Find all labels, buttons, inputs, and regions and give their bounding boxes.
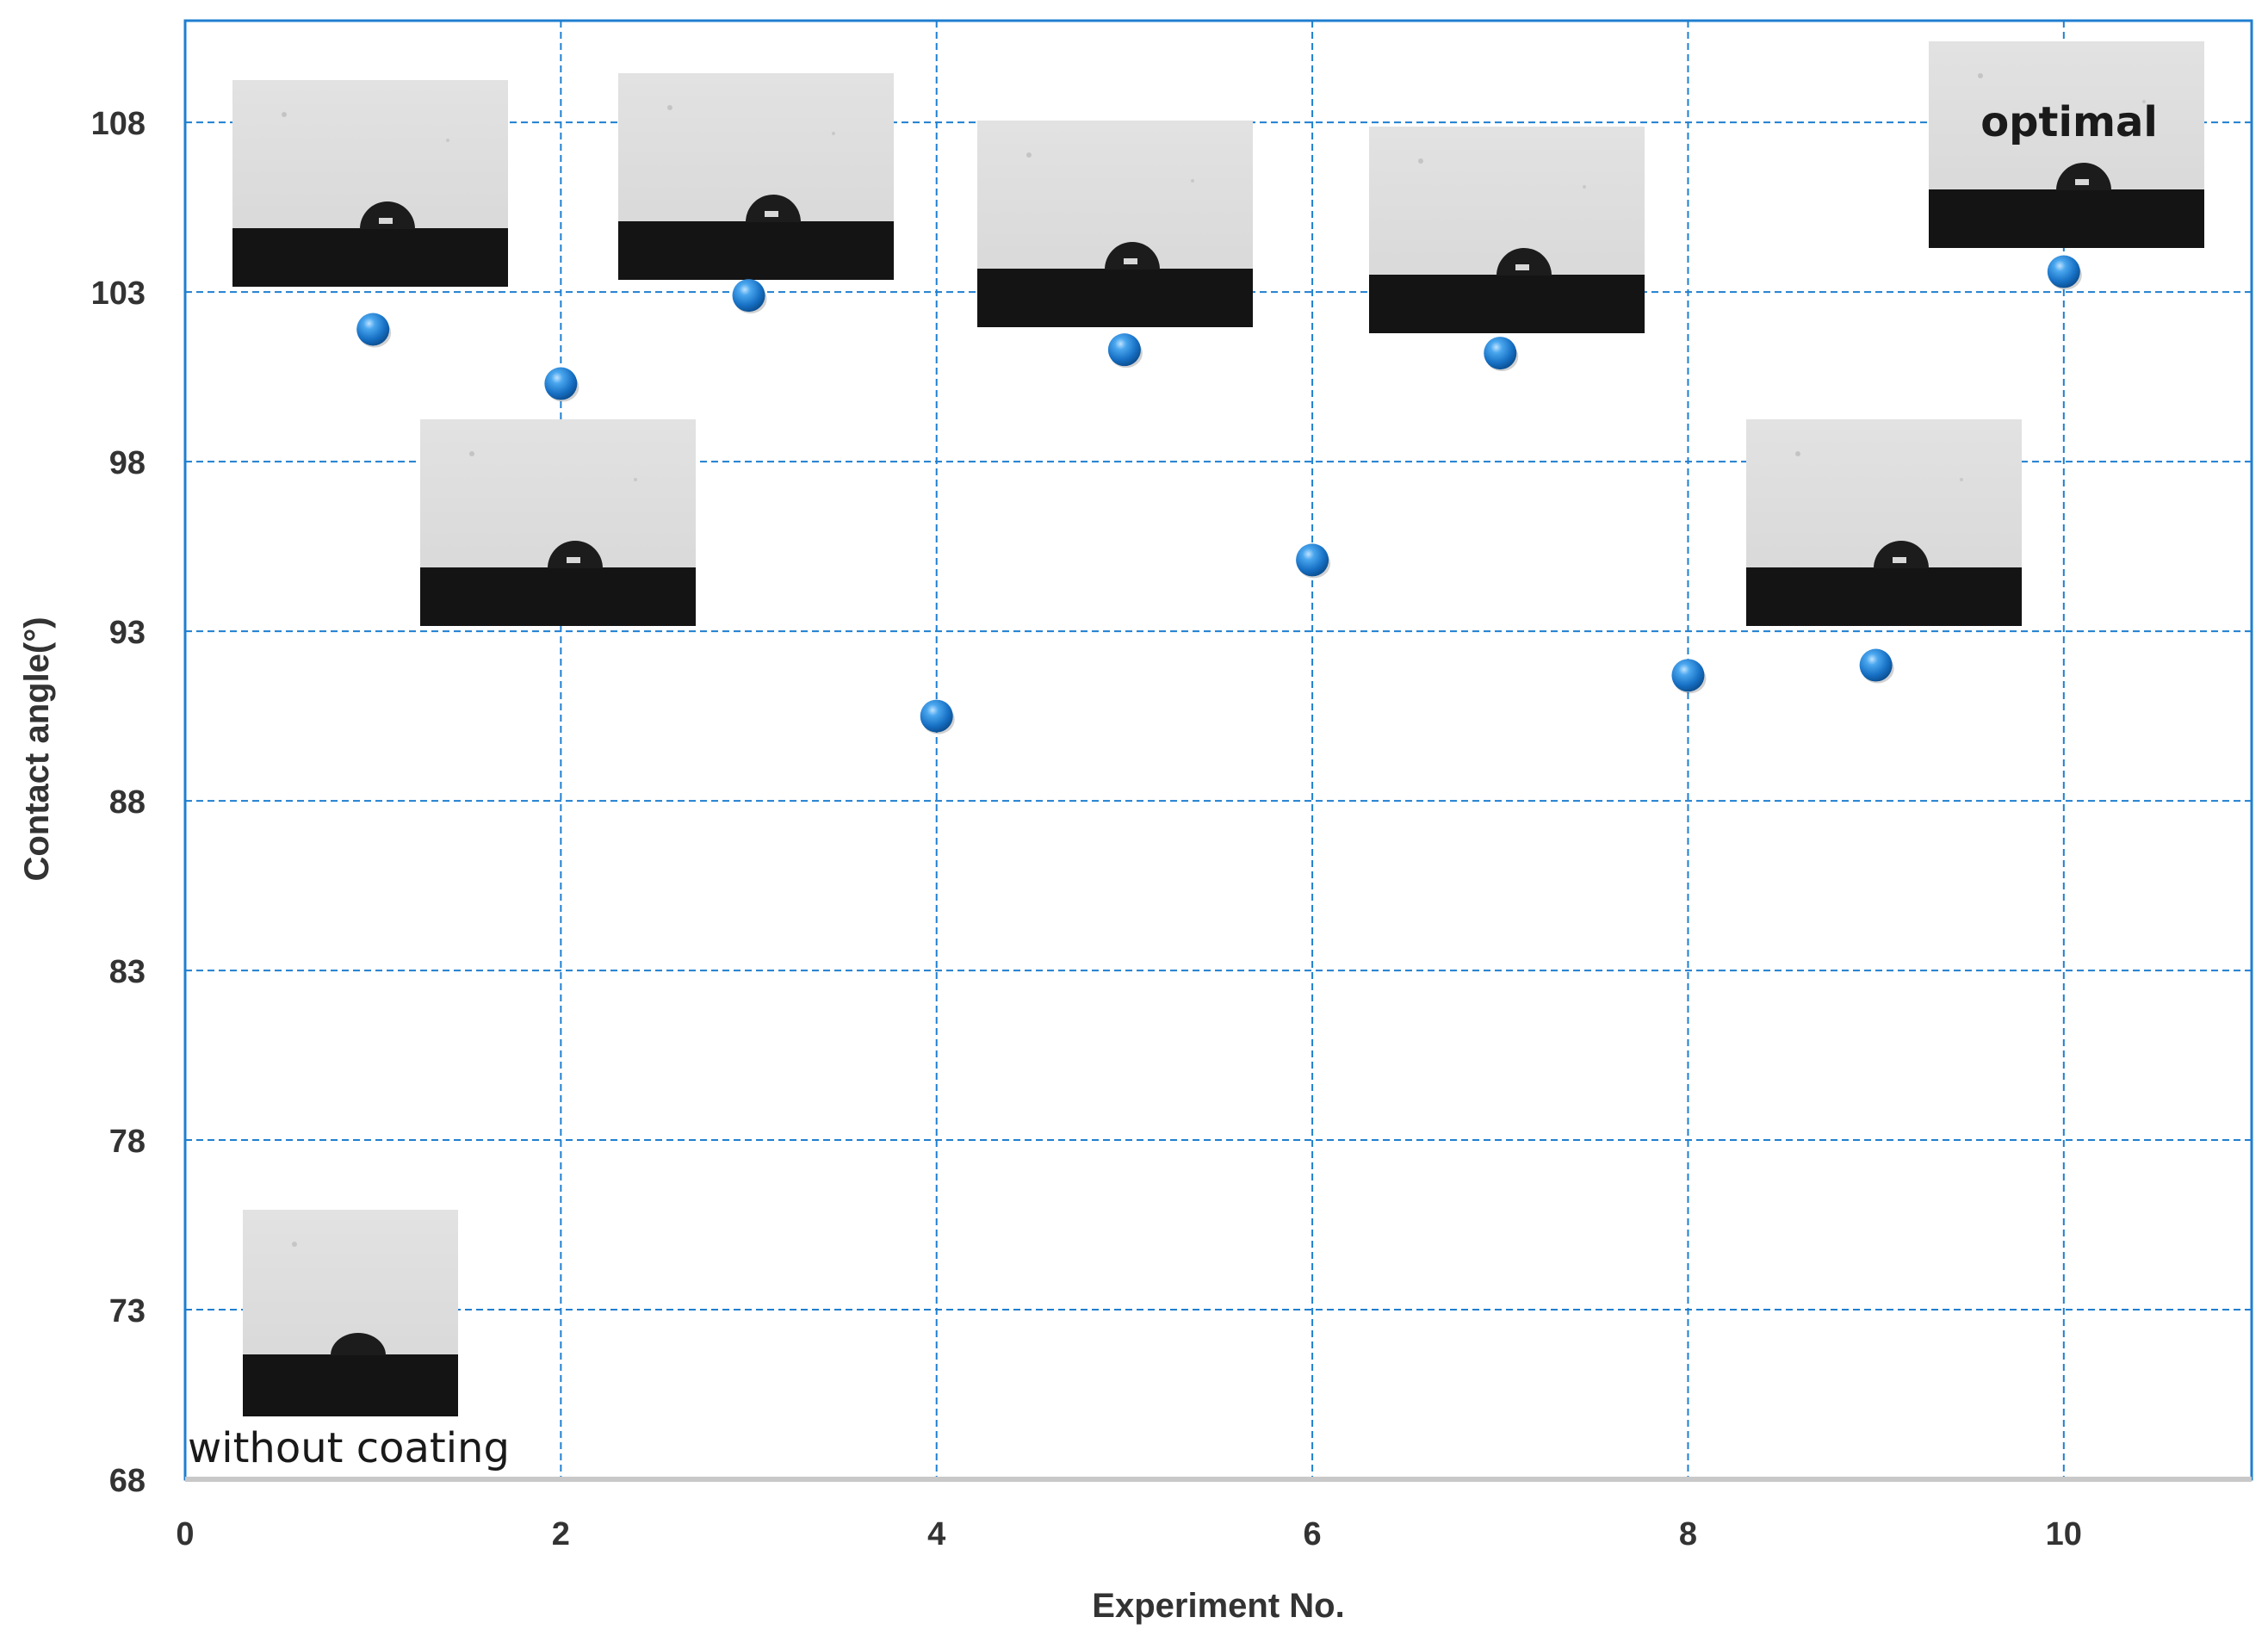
data-point [1859, 648, 1893, 682]
y-tick-label: 98 [109, 445, 146, 481]
data-point [2047, 255, 2080, 288]
droplet-photo-inset-exp3 [618, 73, 894, 280]
droplet-photo-inset-exp7 [1369, 127, 1645, 333]
droplet-photo-inset-uncoated [243, 1210, 458, 1416]
y-tick-label: 83 [109, 954, 146, 990]
y-axis-title: Contact angle(°) [18, 617, 56, 881]
y-tick-label: 73 [109, 1293, 146, 1329]
x-tick-label: 6 [1304, 1516, 1322, 1552]
gridlines [185, 21, 2252, 1479]
droplet-photo-inset-exp2 [420, 419, 696, 626]
annotation-without-coating: without coating [188, 1424, 510, 1472]
x-axis-title: Experiment No. [1092, 1587, 1344, 1625]
droplet-photo-inset-exp9 [1746, 419, 2022, 626]
data-point [732, 279, 765, 313]
y-tick-label: 108 [91, 106, 146, 142]
x-tick-label: 8 [1679, 1516, 1697, 1552]
x-tick-label: 4 [927, 1516, 945, 1552]
annotation-optimal: optimal [1980, 98, 2158, 146]
data-point [1107, 333, 1141, 367]
droplet-photo-inset-exp1 [232, 80, 508, 287]
data-point [544, 367, 578, 400]
y-tick-label: 88 [109, 784, 146, 821]
data-point [356, 313, 390, 346]
droplet-photo-inset-exp5 [977, 121, 1253, 327]
y-tick-label: 93 [109, 615, 146, 651]
data-point [1484, 337, 1517, 370]
data-point [1671, 659, 1705, 692]
x-tick-label: 0 [176, 1516, 194, 1552]
x-tick-label: 10 [2046, 1516, 2082, 1552]
y-tick-label: 78 [109, 1124, 146, 1160]
x-tick-label: 2 [552, 1516, 570, 1552]
data-points [356, 255, 2082, 734]
data-point [1296, 543, 1329, 577]
data-point [920, 699, 953, 733]
y-tick-label: 68 [109, 1463, 146, 1499]
y-tick-label: 103 [91, 276, 146, 312]
